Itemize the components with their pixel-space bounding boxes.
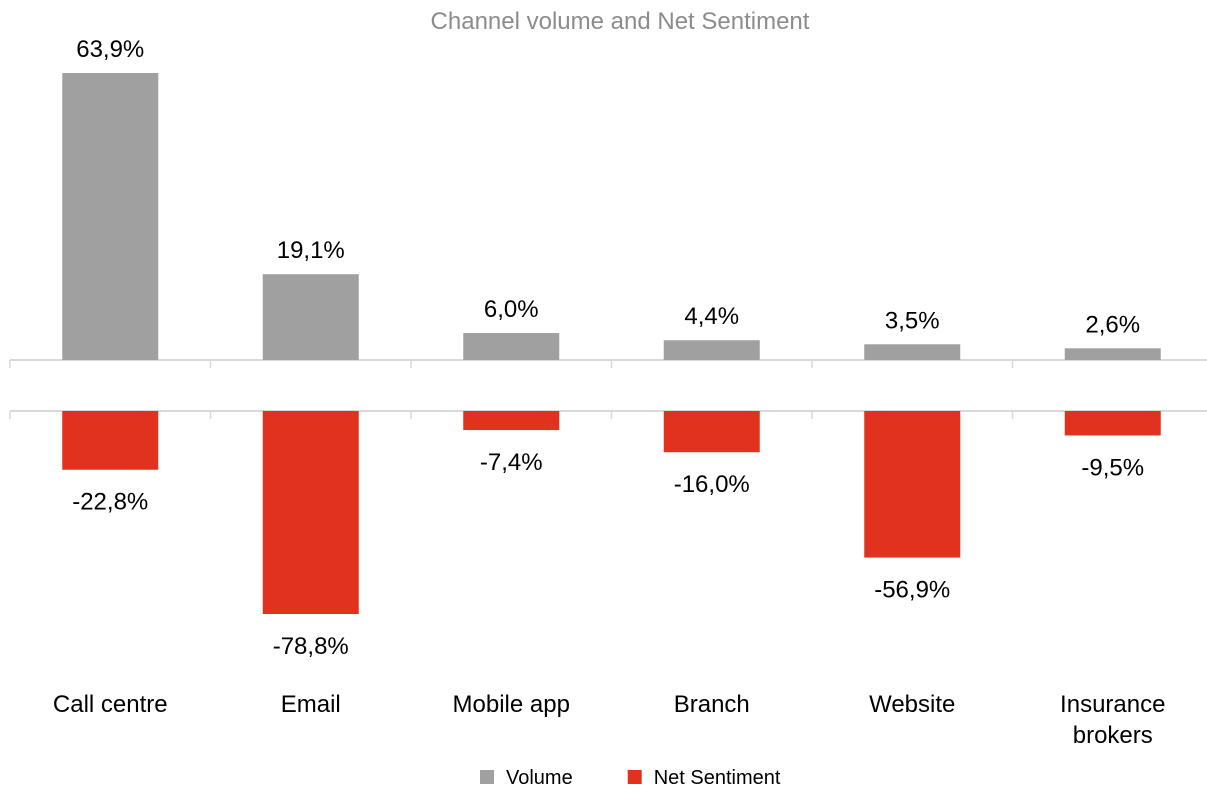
bar (1064, 411, 1161, 436)
data-label: 4,4% (684, 303, 739, 330)
bar (864, 344, 961, 360)
data-label: -9,5% (1081, 454, 1144, 481)
legend-swatch (480, 770, 494, 784)
data-label: 19,1% (277, 237, 345, 264)
bar (463, 411, 560, 431)
x-tick-label: Email (281, 691, 341, 718)
bar (262, 411, 359, 614)
bar (262, 274, 359, 360)
data-label: -22,8% (72, 489, 148, 516)
bar (663, 411, 760, 453)
bar (1064, 348, 1161, 360)
x-tick-label: Call centre (53, 691, 168, 718)
data-label: -56,9% (874, 577, 950, 604)
x-tick-label: Website (869, 691, 955, 718)
data-label: -16,0% (674, 471, 750, 498)
chart-title: Channel volume and Net Sentiment (431, 8, 810, 35)
legend-label: Volume (506, 767, 573, 789)
legend-swatch (627, 770, 642, 784)
x-tick-label: Mobile app (453, 691, 570, 718)
x-tick-label: Branch (674, 691, 750, 718)
data-label: -78,8% (273, 633, 349, 660)
data-label: 2,6% (1085, 311, 1140, 338)
bar (463, 333, 560, 360)
data-label: 3,5% (885, 307, 940, 334)
legend-label: Net Sentiment (654, 767, 781, 789)
x-tick-label: Insurance brokers (1060, 691, 1165, 749)
bar (62, 411, 159, 470)
bar (663, 340, 760, 360)
bar (864, 411, 961, 558)
data-label: 63,9% (76, 36, 144, 63)
data-label: 6,0% (484, 296, 539, 323)
bar (62, 73, 159, 360)
data-label: -7,4% (480, 449, 543, 476)
